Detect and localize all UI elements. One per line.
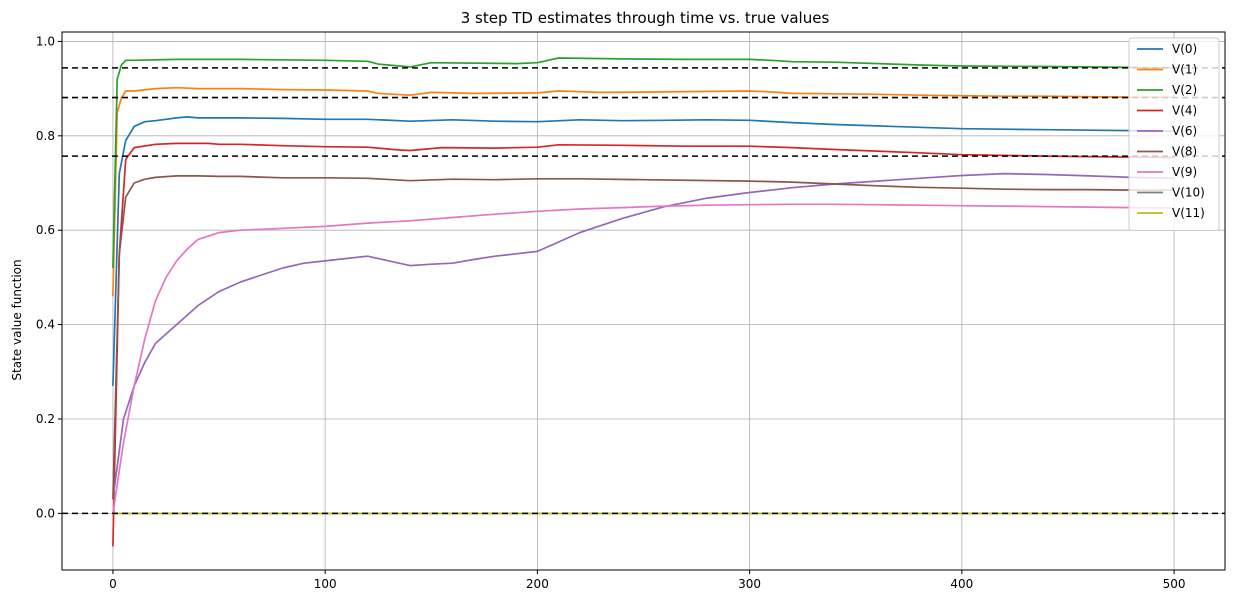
legend-label: V(4) [1172, 104, 1197, 118]
y-tick-label: 0.6 [36, 223, 55, 237]
series-line-v1 [112, 86, 1175, 297]
x-tick-label: 300 [738, 577, 761, 591]
legend-label: V(11) [1172, 206, 1205, 220]
x-tick-label: 100 [314, 577, 337, 591]
legend-label: V(0) [1172, 42, 1197, 56]
series-line-v9 [112, 203, 1175, 514]
x-tick-label: 400 [950, 577, 973, 591]
y-axis-label: State value function [10, 259, 24, 380]
y-tick-label: 0.8 [36, 129, 55, 143]
plot-area: 0 100 200 300 400 500 0.0 0.2 0.4 0.6 0.8 1.0 [36, 31, 1226, 591]
y-tick-label: 0.2 [36, 412, 55, 426]
legend-box [1128, 37, 1220, 231]
legend-label: V(1) [1172, 63, 1197, 77]
chart-title: 3 step TD estimates through time vs. tru… [461, 9, 830, 27]
y-tick-label: 0.0 [36, 506, 55, 520]
x-tick-label: 500 [1163, 577, 1186, 591]
legend-label: V(8) [1172, 145, 1197, 159]
series-line-v6 [112, 172, 1175, 500]
series-line-v2 [112, 57, 1175, 269]
legend: V(0) V(1) V(2) V(4) V(6) V(8) V(9) V(10) V(11) [1128, 37, 1220, 231]
legend-label: V(9) [1172, 165, 1197, 179]
x-tick-label: 200 [526, 577, 549, 591]
y-tick-label: 1.0 [36, 34, 55, 48]
series-line-v0 [112, 116, 1175, 386]
series-line-v8 [112, 175, 1175, 500]
y-tick-label: 0.4 [36, 318, 55, 332]
axes-frame [61, 31, 1226, 571]
legend-label: V(2) [1172, 83, 1197, 97]
legend-label: V(6) [1172, 124, 1197, 138]
series-line-v4 [112, 142, 1175, 547]
x-tick-label: 0 [109, 577, 117, 591]
legend-label: V(10) [1172, 186, 1205, 200]
